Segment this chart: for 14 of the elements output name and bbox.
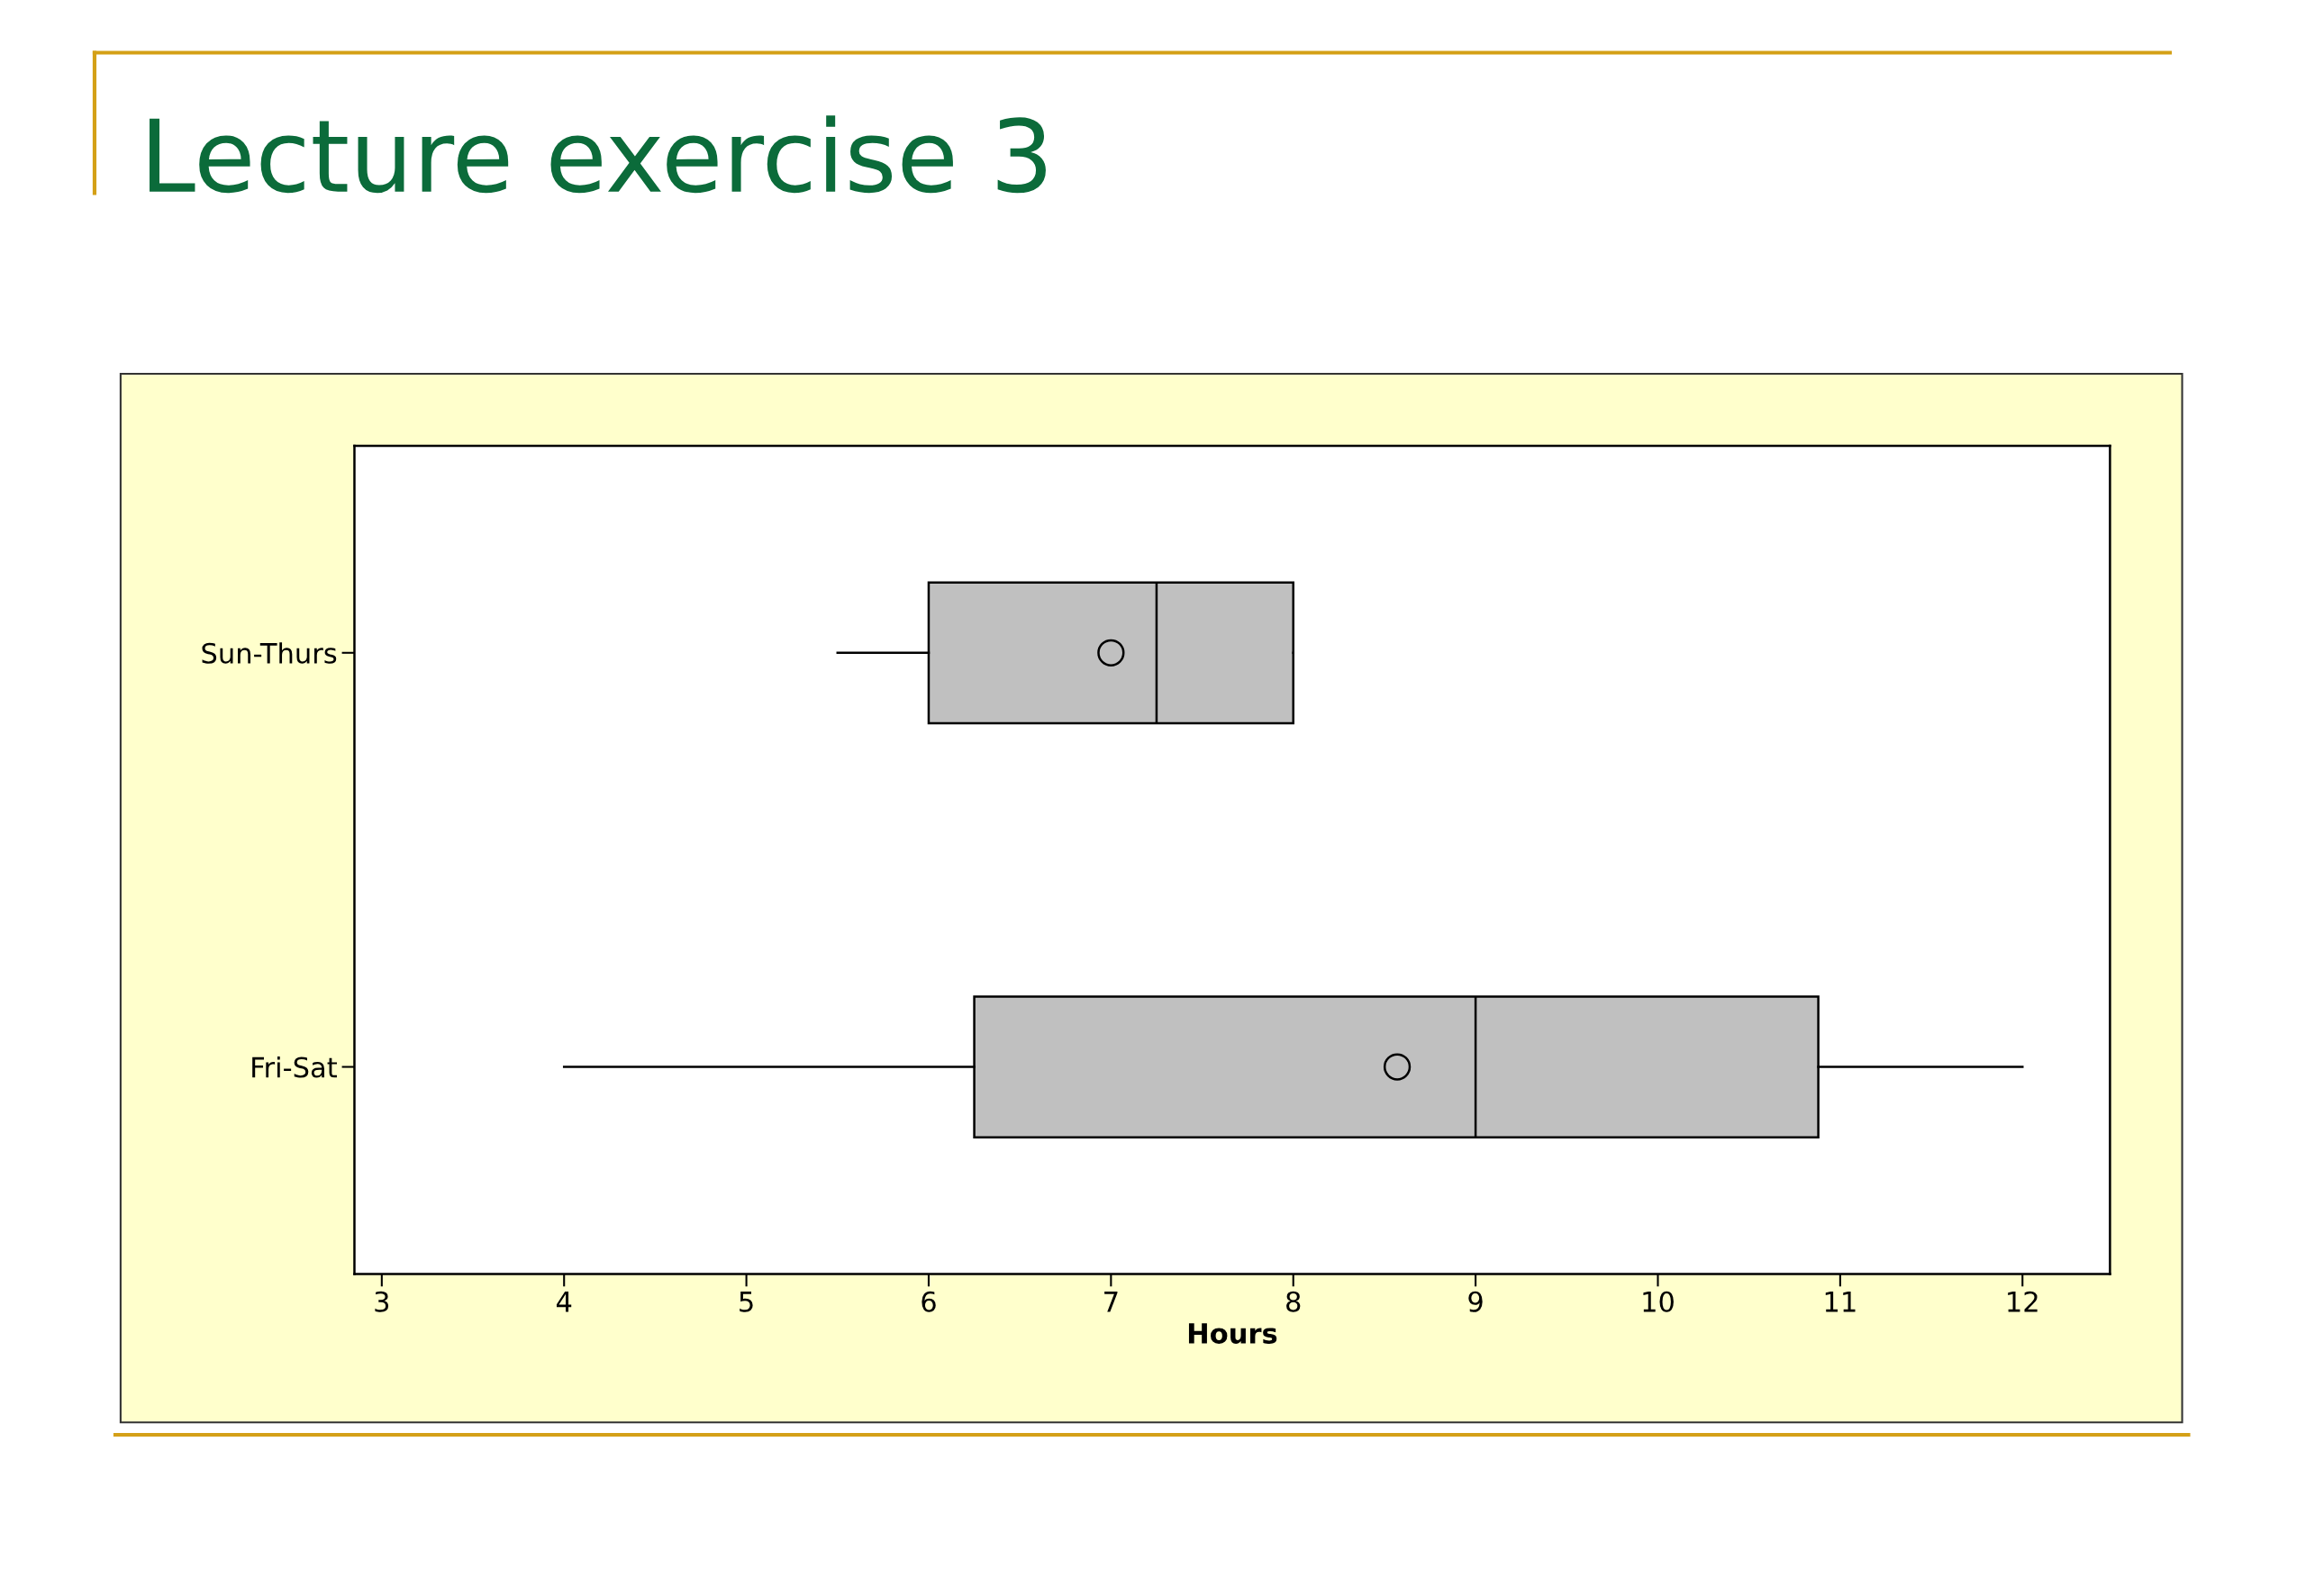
x-tick-label: 6: [921, 1291, 936, 1312]
x-tick-label: 4: [556, 1292, 572, 1312]
x-tick-label: 8: [1286, 1291, 1301, 1312]
x-tick-label: 3: [375, 1291, 389, 1312]
x-tick-label: 11: [1825, 1292, 1856, 1312]
y-tick-label: Fri-Sat: [252, 1056, 337, 1078]
y-tick-label: Sun-Thurs: [202, 642, 337, 664]
chart-title: Lecture exercise 3: [150, 115, 1046, 194]
x-tick-label: 12: [2008, 1291, 2038, 1312]
x-tick-label: 10: [1643, 1291, 1674, 1312]
x-tick-label: 5: [740, 1292, 753, 1312]
x-axis-title: Hours: [1188, 1323, 1277, 1344]
x-tick-label: 9: [1468, 1291, 1483, 1312]
x-tick-label: 7: [1104, 1292, 1118, 1312]
